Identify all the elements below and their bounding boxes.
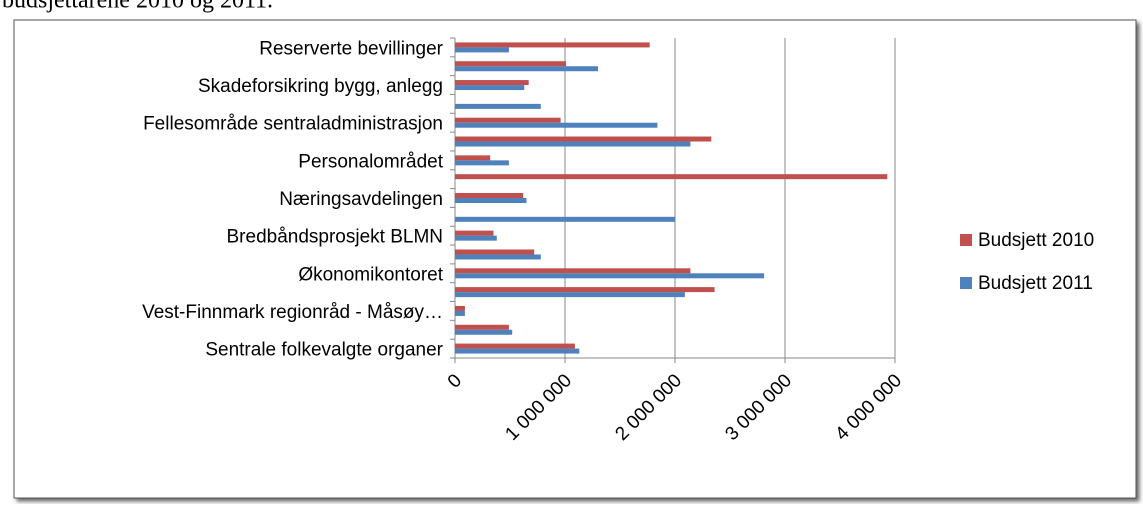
bar [455, 230, 494, 236]
bar [455, 66, 598, 72]
bar [455, 287, 715, 293]
bar [455, 122, 658, 128]
y-tick-label: Reserverte bevillinger [259, 38, 443, 59]
y-tick-label: Vest-Finnmark regionråd - Måsøy… [142, 302, 443, 323]
bar [455, 329, 513, 335]
y-tick-label: Fellesområde sentraladministrasjon [143, 114, 443, 135]
bar [455, 310, 465, 316]
legend-swatch [960, 277, 972, 289]
chart-frame [13, 19, 1137, 499]
bar [455, 235, 497, 241]
bar [455, 348, 580, 354]
bar [455, 117, 561, 123]
bar [455, 155, 491, 161]
y-tick-label: Økonomikontoret [298, 264, 443, 285]
bar [455, 42, 650, 48]
bar [455, 268, 691, 274]
bar [455, 193, 524, 198]
legend-label: Budsjett 2010 [978, 230, 1094, 251]
y-tick-label: Sentrale folkevalgte organer [205, 340, 443, 361]
bar [455, 136, 712, 142]
bar [455, 305, 465, 311]
bar [455, 324, 509, 330]
bar [455, 47, 509, 53]
y-tick-label: Skadeforsikring bygg, anlegg [198, 76, 443, 97]
bar [455, 343, 575, 349]
bar [455, 61, 567, 67]
bar [455, 292, 685, 298]
y-tick-label: Personalområdet [298, 151, 443, 172]
bar [455, 141, 691, 147]
bar [455, 249, 535, 255]
bar [455, 254, 541, 260]
y-tick-label: Bredbåndsprosjekt BLMN [227, 227, 444, 248]
bar [455, 273, 765, 279]
bar [455, 85, 525, 91]
legend-label: Budsjett 2011 [978, 273, 1093, 294]
caption: budsjettårene 2010 og 2011. [2, 0, 273, 14]
bar [455, 80, 529, 86]
bar [455, 160, 509, 166]
bar [455, 216, 675, 222]
y-tick-label: Næringsavdelingen [279, 189, 443, 210]
bar [455, 198, 527, 203]
bar [455, 174, 888, 180]
bar [455, 103, 541, 109]
legend-swatch [960, 234, 972, 246]
